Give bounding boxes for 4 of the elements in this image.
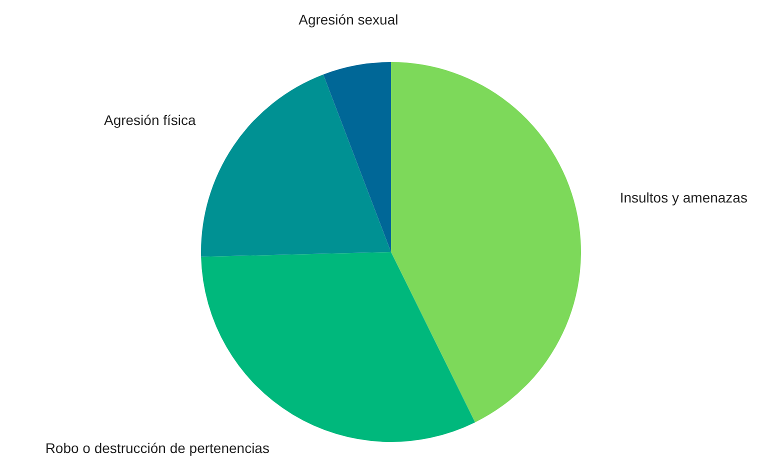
slice-label: Agresión física xyxy=(104,112,196,128)
slice-label: Agresión sexual xyxy=(298,12,398,28)
slice-label: Robo o destrucción de pertenencias xyxy=(45,440,270,456)
slice-label: Insultos y amenazas xyxy=(620,189,748,206)
